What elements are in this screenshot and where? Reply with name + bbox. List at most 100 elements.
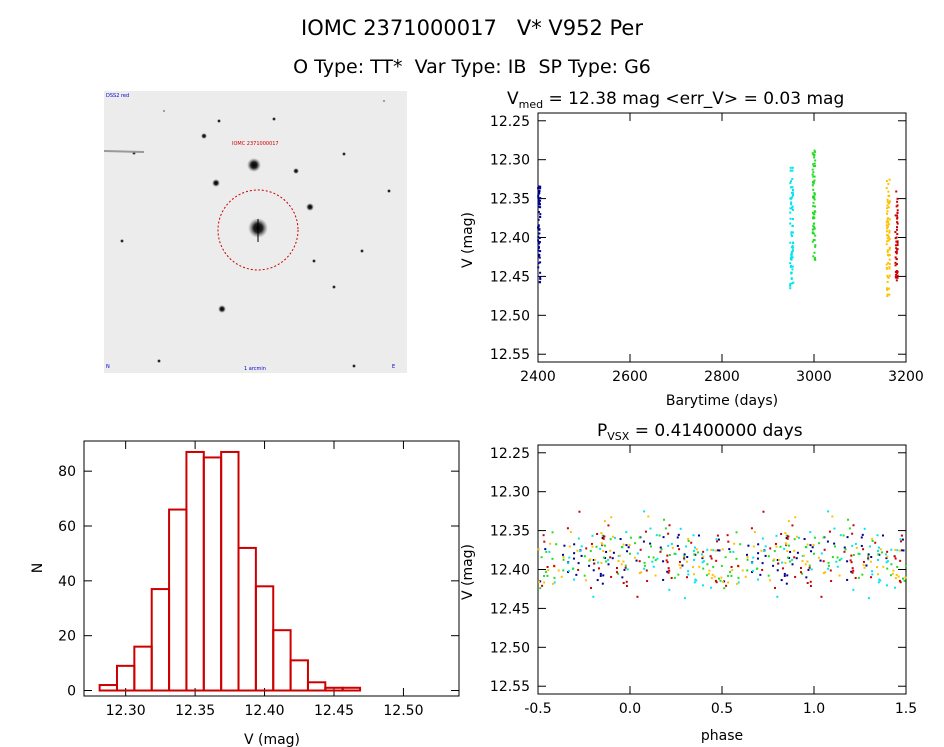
phased-point <box>677 533 680 536</box>
phased-point <box>543 540 546 543</box>
phased-point <box>576 549 579 552</box>
phased-point <box>633 556 636 559</box>
phased-point <box>781 561 784 564</box>
phased-point <box>867 558 870 561</box>
phased-point <box>861 533 864 536</box>
phased-point <box>833 527 836 530</box>
lightcurve-point-season2 <box>789 265 792 268</box>
phased-point <box>573 552 576 555</box>
phased-point <box>867 597 870 600</box>
phased-point <box>710 577 713 580</box>
phased-point <box>752 556 755 559</box>
phased-point <box>852 524 855 527</box>
lightcurve-point-season3 <box>813 149 816 152</box>
phased-point <box>787 520 790 523</box>
lightcurve-title-main: V <box>507 89 519 109</box>
phased-point <box>785 534 788 537</box>
phased-point <box>592 558 595 561</box>
phased-point <box>851 571 854 574</box>
phased-point <box>877 581 880 584</box>
phased-point <box>886 555 889 558</box>
phased-point <box>725 584 728 587</box>
lightcurve-point-season3 <box>811 173 814 176</box>
phased-point <box>813 536 816 539</box>
phased-point <box>577 568 580 571</box>
lightcurve-point-season3 <box>813 222 816 225</box>
phased-point <box>777 562 780 565</box>
lightcurve-point-season3 <box>813 217 816 220</box>
phased-point <box>702 555 705 558</box>
phased-point <box>716 549 719 552</box>
phased-point <box>860 544 863 547</box>
histogram-bar <box>150 588 171 692</box>
phased-point <box>628 544 631 547</box>
lightcurve-ytick-label: 12.35 <box>490 192 530 208</box>
lightcurve-point-season5 <box>896 222 899 225</box>
phased-point <box>539 580 542 583</box>
phased-point <box>649 527 652 530</box>
phased-point <box>723 580 726 583</box>
phased-point <box>601 537 604 540</box>
phased-xtick-label: 0.0 <box>619 701 641 717</box>
phased-point <box>818 542 821 545</box>
phased-point <box>625 584 628 587</box>
phased-point <box>784 561 787 564</box>
phased-point <box>768 579 771 582</box>
lightcurve-point-season3 <box>812 211 815 214</box>
histogram-frame <box>83 440 460 697</box>
phased-point <box>773 550 776 553</box>
phased-point <box>711 573 714 576</box>
phased-point <box>898 579 901 582</box>
phased-point <box>844 548 847 551</box>
lightcurve-point-season4 <box>886 274 889 277</box>
lightcurve-ytick-label: 12.25 <box>490 114 530 130</box>
phased-point <box>681 564 684 567</box>
phased-point <box>793 538 796 541</box>
phased-point <box>783 574 786 577</box>
phased-point <box>879 548 882 551</box>
phased-point <box>665 559 668 562</box>
lightcurve-point-season3 <box>813 162 816 165</box>
phased-point <box>781 567 784 570</box>
lightcurve-xlabel: Barytime (days) <box>666 393 778 409</box>
lightcurve-point-season3 <box>811 240 814 243</box>
phased-point <box>843 546 846 549</box>
lightcurve-ytick-label: 12.45 <box>490 269 530 285</box>
phased-point <box>804 545 807 548</box>
lightcurve-point-season3 <box>814 210 817 213</box>
histogram-bar <box>254 585 275 692</box>
phased-point <box>836 556 839 559</box>
phased-point <box>544 548 547 551</box>
histogram-bar <box>341 686 362 692</box>
lightcurve-point-season4 <box>885 180 888 183</box>
sky-star <box>312 259 316 263</box>
histogram-ytick-label: 40 <box>58 574 76 590</box>
lightcurve-point-season3 <box>811 232 814 235</box>
phased-point <box>567 562 570 565</box>
phased-point <box>683 557 686 560</box>
lightcurve-point-season3 <box>811 181 814 184</box>
phased-point <box>729 550 732 553</box>
phased-point <box>720 564 723 567</box>
lightcurve-point-season5 <box>895 190 898 193</box>
phased-point <box>639 548 642 551</box>
lightcurve-point-season4 <box>888 258 891 261</box>
sky-star <box>218 305 226 313</box>
lightcurve-point-season5 <box>896 244 899 247</box>
phased-point <box>802 554 805 557</box>
lightcurve-point-season2 <box>791 245 794 248</box>
phased-point <box>679 566 682 569</box>
phased-point <box>789 550 792 553</box>
phased-point <box>652 565 655 568</box>
histogram-ytick-label: 0 <box>67 684 76 700</box>
phased-point <box>894 548 897 551</box>
lightcurve-point-season5 <box>895 247 898 250</box>
phased-point <box>828 530 831 533</box>
phased-point <box>751 570 754 573</box>
lightcurve-point-season1 <box>537 194 540 197</box>
phased-point <box>809 580 812 583</box>
phased-point <box>726 534 729 537</box>
phased-point <box>562 556 565 559</box>
lightcurve-point-season3 <box>812 153 815 156</box>
phased-point <box>877 573 880 576</box>
